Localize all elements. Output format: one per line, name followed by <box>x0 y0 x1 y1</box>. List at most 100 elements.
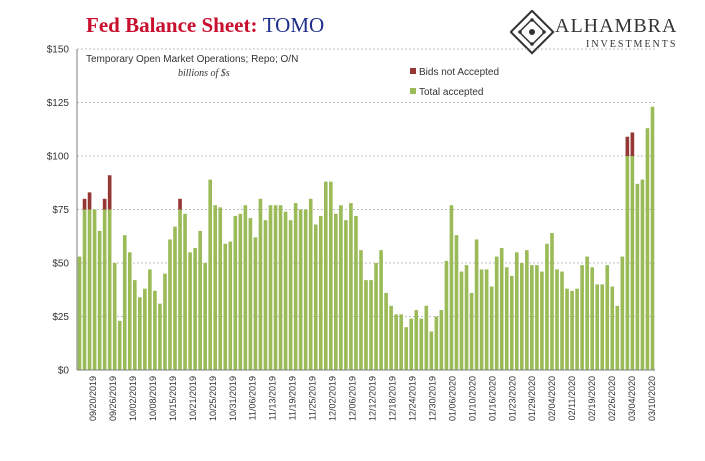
x-tick-label: 10/21/2019 <box>188 376 198 421</box>
bar-total-accepted <box>77 256 82 370</box>
x-tick-label: 01/23/2020 <box>507 376 517 421</box>
x-tick-label: 01/29/2020 <box>527 376 537 421</box>
bar-total-accepted <box>449 205 454 370</box>
bar-total-accepted <box>575 288 579 370</box>
bar-total-accepted <box>479 269 484 370</box>
annotation-line1: Temporary Open Market Operations; Repo; … <box>86 54 298 65</box>
annotation-line2: billions of $s <box>178 68 230 79</box>
bar-total-accepted <box>580 265 584 370</box>
x-tick-label: 11/19/2019 <box>288 376 298 420</box>
bar-total-accepted <box>364 280 368 370</box>
bar-total-accepted <box>615 305 620 370</box>
bar-total-accepted <box>570 290 574 370</box>
bar-total-accepted <box>399 314 403 370</box>
bar-total-accepted <box>530 265 534 370</box>
y-tick-label: $0 <box>58 366 70 377</box>
bar-total-accepted <box>605 265 610 370</box>
alhambra-logo-icon <box>510 10 555 55</box>
bar-total-accepted <box>359 250 363 370</box>
bar-total-accepted <box>474 239 479 370</box>
bar-total-accepted <box>278 205 283 370</box>
y-tick-label: $25 <box>52 312 69 323</box>
bar-total-accepted <box>454 235 459 370</box>
bar-total-accepted <box>630 156 635 370</box>
bar-total-accepted <box>258 198 263 370</box>
bar-bids-not-accepted <box>102 198 107 210</box>
bar-total-accepted <box>148 269 152 370</box>
bar-total-accepted <box>625 156 630 370</box>
bar-bids-not-accepted <box>87 192 92 210</box>
bar-total-accepted <box>313 224 318 370</box>
bar-total-accepted <box>283 211 288 370</box>
bar-total-accepted <box>560 271 564 370</box>
bar-total-accepted <box>585 256 589 370</box>
x-tick-label: 02/19/2020 <box>587 376 597 421</box>
bar-total-accepted <box>464 265 469 370</box>
x-tick-labels: 09/20/2019 09/26/2019 10/02/2019 10/08/2019… <box>88 376 657 421</box>
bar-total-accepted <box>469 292 474 370</box>
bar-total-accepted <box>183 213 187 370</box>
bar-total-accepted <box>117 320 122 370</box>
x-tick-label: 03/04/2020 <box>627 376 637 421</box>
bar-series <box>77 106 655 370</box>
x-tick-label: 10/31/2019 <box>228 376 238 421</box>
x-tick-label: 02/04/2020 <box>547 376 557 421</box>
bar-total-accepted <box>248 218 253 370</box>
bar-total-accepted <box>434 316 439 370</box>
bar-total-accepted <box>489 286 494 370</box>
x-tick-label: 12/24/2019 <box>407 376 417 421</box>
bar-total-accepted <box>419 318 424 370</box>
bar-total-accepted <box>112 263 117 370</box>
bar-bids-not-accepted <box>630 132 635 156</box>
bar-total-accepted <box>620 256 625 370</box>
bar-total-accepted <box>223 243 228 370</box>
bar-total-accepted <box>323 181 328 370</box>
bar-total-accepted <box>334 213 338 370</box>
bar-total-accepted <box>107 209 112 370</box>
bar-total-accepted <box>504 267 509 370</box>
legend-label-accepted: Total accepted <box>419 87 484 98</box>
bar-total-accepted <box>484 269 489 370</box>
bar-total-accepted <box>188 252 192 370</box>
bar-total-accepted <box>514 252 519 370</box>
chart-title-main: Fed Balance Sheet: <box>86 13 258 37</box>
y-tick-label: $150 <box>47 45 70 56</box>
bar-total-accepted <box>243 205 248 370</box>
bar-total-accepted <box>590 267 594 370</box>
bar-total-accepted <box>178 209 182 370</box>
bar-total-accepted <box>143 288 147 370</box>
bar-total-accepted <box>535 265 539 370</box>
bar-total-accepted <box>520 263 524 370</box>
y-tick-label: $125 <box>47 98 70 109</box>
bar-total-accepted <box>339 205 343 370</box>
bar-total-accepted <box>288 220 293 370</box>
bar-total-accepted <box>268 205 273 370</box>
chart-title: Fed Balance Sheet: TOMO <box>86 13 324 38</box>
x-tick-label: 01/10/2020 <box>467 376 477 421</box>
bar-total-accepted <box>208 179 212 370</box>
bar-total-accepted <box>424 305 429 370</box>
bar-total-accepted <box>253 237 258 370</box>
x-tick-label: 10/15/2019 <box>168 376 178 421</box>
logo-name: ALHAMBRA <box>555 15 678 37</box>
y-tick-label: $50 <box>52 259 69 270</box>
bar-total-accepted <box>87 209 92 370</box>
bar-total-accepted <box>650 106 655 370</box>
legend-swatch-accepted <box>410 88 416 94</box>
bar-total-accepted <box>122 235 127 370</box>
bar-total-accepted <box>565 288 569 370</box>
x-tick-label: 09/20/2019 <box>88 376 98 421</box>
bar-total-accepted <box>409 318 414 370</box>
bar-total-accepted <box>509 275 514 370</box>
bar-total-accepted <box>525 250 529 370</box>
bar-total-accepted <box>173 226 177 370</box>
x-tick-label: 12/30/2019 <box>427 376 437 421</box>
bar-total-accepted <box>635 183 640 370</box>
bar-total-accepted <box>82 209 87 370</box>
bar-bids-not-accepted <box>107 175 112 210</box>
bar-total-accepted <box>308 198 313 370</box>
bar-total-accepted <box>429 331 434 370</box>
bar-total-accepted <box>218 207 223 370</box>
y-tick-label: $75 <box>52 205 69 216</box>
chart-title-sub: TOMO <box>262 13 325 37</box>
